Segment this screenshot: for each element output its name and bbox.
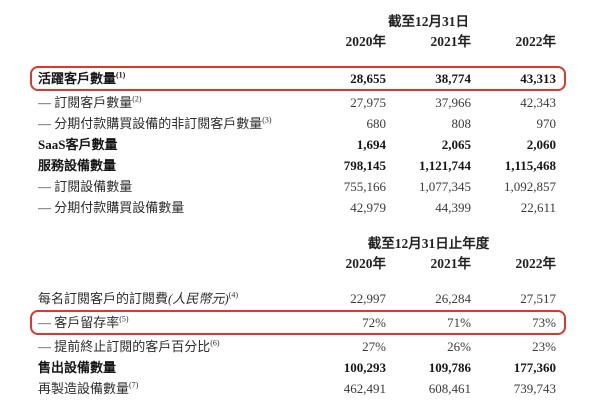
period-header-row: 截至12月31日 [38,12,556,32]
footnote-marker: (3) [262,115,272,125]
table-row: 每名訂閱客戶的訂閱費(人民幣元)(4) 22,997 26,284 27,517 [38,288,556,309]
cell-value-2022: 22,611 [520,200,556,215]
cell-value-2022: 177,360 [513,360,556,375]
row-label: — 分期付款購買設備的非訂閱客戶數量(3) [38,113,301,134]
cell-value-2021: 26,284 [435,291,471,306]
cell-value-2020: 755,166 [343,179,386,194]
period-header: 截至12月31日 [388,14,469,29]
cell-value-2020: 72% [362,315,386,330]
row-label: — 提前終止訂閱的客戶百分比(6) [38,336,301,357]
row-label: — 分期付款購買設備數量 [38,197,301,218]
table-row: — 分期付款購買設備數量 42,979 44,399 22,611 [38,197,556,218]
cell-value-2021: 808 [451,116,472,131]
row-label: 服務設備數量 [38,155,301,176]
cell-value-2020: 462,491 [343,381,386,396]
row-label: — 訂閱客戶數量(2) [38,92,301,113]
period-header-row: 截至12月31日止年度 [38,234,556,254]
cell-value-2022: 2,060 [526,137,556,152]
table-row: 再製造設備數量(7) 462,491 608,461 739,743 [38,378,556,399]
table-rows-container: 活躍客戶數量(1) 28,655 38,774 43,313 — 訂閱客戶數量(… [30,66,566,218]
cell-value-2020: 100,293 [343,360,386,375]
cell-value-2022: 23% [532,339,556,354]
row-label: 活躍客戶數量(1) [38,68,301,89]
footnote-marker: (2) [132,94,142,104]
footnote-marker: (1) [116,70,126,80]
cell-value-2022: 42,343 [520,95,556,110]
cell-value-2022: 27,517 [520,291,556,306]
row-label: 每名訂閱客戶的訂閱費(人民幣元)(4) [38,288,301,309]
cell-value-2020: 27% [362,339,386,354]
year-header-row: 2020年 2021年 2022年 [38,32,557,52]
cell-value-2021: 608,461 [428,381,471,396]
cell-value-2021: 38,774 [435,71,471,86]
footnote-marker: (7) [129,380,139,390]
year-header-2022: 2022年 [515,256,557,271]
row-label: — 訂閱設備數量 [38,176,301,197]
row-label-text: — 客戶留存率 [38,315,120,330]
cell-value-2021: 44,399 [435,200,471,215]
table-row: — 訂閱客戶數量(2) 27,975 37,966 42,343 [38,92,556,113]
metrics-table-customers-devices: 截至12月31日 2020年 2021年 2022年 活躍客戶數量(1) 28,… [30,12,566,218]
row-label: 再製造設備數量(7) [38,378,301,399]
table-row: — 訂閱設備數量 755,166 1,077,345 1,092,857 [38,176,556,197]
cell-value-2020: 42,979 [350,200,386,215]
cell-value-2022: 970 [536,116,557,131]
footnote-marker: (4) [228,290,239,300]
footnote-marker: (5) [119,314,129,324]
table-row: 活躍客戶數量(1) 28,655 38,774 43,313 [30,66,566,91]
cell-value-2021: 1,077,345 [419,179,471,194]
row-label-text: 服務設備數量 [38,158,117,173]
cell-value-2021: 1,121,744 [419,158,471,173]
row-label-text: — 分期付款購買設備的非訂閱客戶數量 [38,116,263,131]
metrics-table-subscription-sales: 截至12月31日止年度 2020年 2021年 2022年 每名訂閱客戶的訂閱費… [30,234,566,399]
table-row: — 提前終止訂閱的客戶百分比(6) 27% 26% 23% [38,336,556,357]
cell-value-2020: 28,655 [350,71,386,86]
cell-value-2020: 27,975 [350,95,386,110]
cell-value-2020: 680 [366,116,387,131]
year-header-2020: 2020年 [345,256,387,271]
year-header-2022: 2022年 [515,34,557,49]
row-label-text: — 訂閱設備數量 [38,179,133,194]
cell-value-2021: 109,786 [428,360,471,375]
table-row: SaaS客戶數量 1,694 2,065 2,060 [38,134,556,155]
cell-value-2022: 73% [532,315,556,330]
cell-value-2021: 2,065 [441,137,471,152]
row-label-text: — 提前終止訂閱的客戶百分比 [38,339,211,354]
row-label-text: 再製造設備數量 [38,381,130,396]
cell-value-2020: 798,145 [343,158,386,173]
table-rows-container: 每名訂閱客戶的訂閱費(人民幣元)(4) 22,997 26,284 27,517… [30,288,566,399]
table-row: 售出設備數量 100,293 109,786 177,360 [38,357,556,378]
footnote-marker: (6) [210,338,220,348]
cell-value-2020: 22,997 [350,291,386,306]
cell-value-2022: 1,092,857 [504,179,556,194]
cell-value-2020: 1,694 [356,137,386,152]
year-header-2021: 2021年 [430,256,472,271]
row-label: SaaS客戶數量 [38,134,301,155]
cell-value-2021: 26% [447,339,471,354]
period-header: 截至12月31日止年度 [367,236,490,251]
row-label-italic-text: (人民幣元) [168,291,229,306]
year-header-2020: 2020年 [345,34,387,49]
cell-value-2022: 43,313 [520,71,556,86]
row-label-text: 每名訂閱客戶的訂閱費 [38,291,169,306]
row-label-text: SaaS客戶數量 [38,137,118,152]
cell-value-2022: 1,115,468 [504,158,556,173]
row-label-text: 售出設備數量 [38,360,117,375]
year-header-row: 2020年 2021年 2022年 [38,254,557,274]
row-label-text: — 分期付款購買設備數量 [38,200,185,215]
cell-value-2022: 739,743 [513,381,556,396]
row-label-text: 活躍客戶數量 [38,71,117,86]
table-row: 服務設備數量 798,145 1,121,744 1,115,468 [38,155,556,176]
cell-value-2021: 71% [447,315,471,330]
table-row: — 客戶留存率(5) 72% 71% 73% [30,310,566,335]
year-header-2021: 2021年 [430,34,472,49]
row-label-text: — 訂閱客戶數量 [38,95,133,110]
row-label: 售出設備數量 [38,357,301,378]
cell-value-2021: 37,966 [435,95,471,110]
table-row: — 分期付款購買設備的非訂閱客戶數量(3) 680 808 970 [38,113,556,134]
row-label: — 客戶留存率(5) [38,312,301,333]
